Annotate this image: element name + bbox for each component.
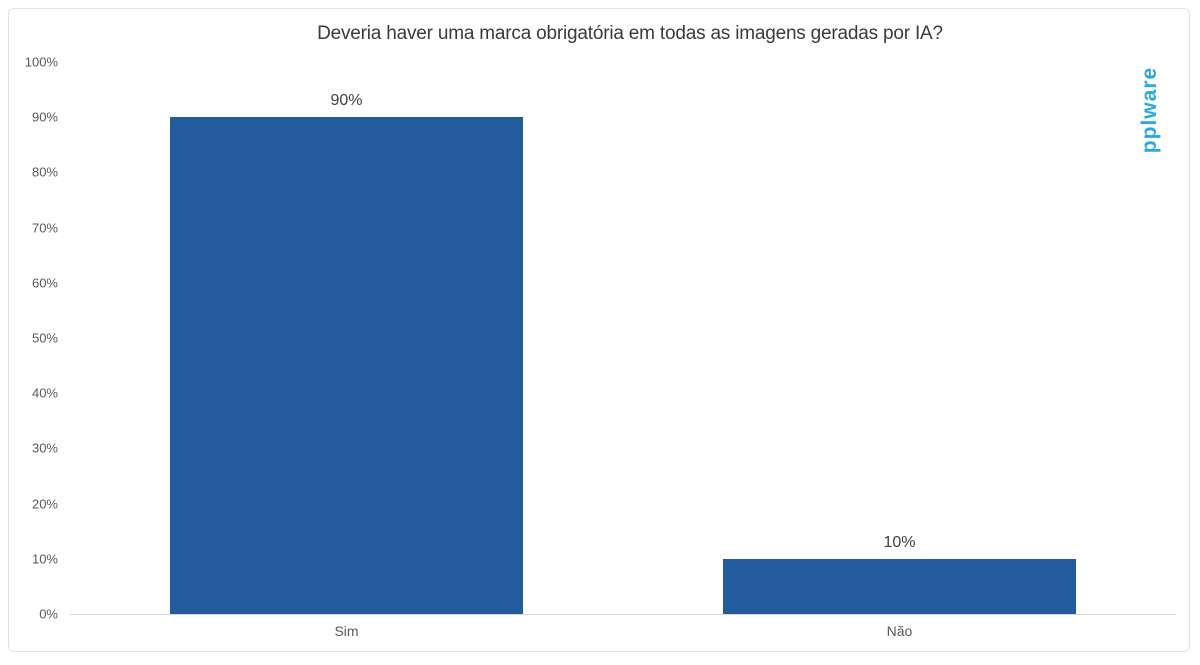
y-tick-label: 20% <box>31 496 58 512</box>
category-slot: 10% Não <box>623 62 1176 638</box>
category-label: Não <box>886 623 913 639</box>
pplware-logo: pplware <box>1138 66 1161 154</box>
y-tick-label: 70% <box>31 220 58 236</box>
y-tick-label: 80% <box>31 164 58 180</box>
chart-title: Deveria haver uma marca obrigatória em t… <box>317 23 943 44</box>
y-tick-label: 50% <box>31 330 58 346</box>
bar-não <box>722 558 1077 614</box>
category-slot: 90% Sim <box>70 62 623 638</box>
category-label: Sim <box>334 623 359 639</box>
y-axis: 0% 10% 20% 30% 40% 50% 60% 70% 80% 90% 100% <box>0 56 58 621</box>
y-tick-label: 0% <box>39 606 58 622</box>
y-tick-label: 10% <box>31 551 58 567</box>
y-tick-label: 90% <box>31 109 58 125</box>
y-tick-label: 30% <box>31 440 58 456</box>
bar-value-label: 10% <box>883 533 916 551</box>
y-tick-label: 40% <box>31 385 58 401</box>
y-tick-label: 100% <box>24 54 58 70</box>
bar-sim <box>169 117 524 614</box>
bar-value-label: 90% <box>330 92 363 110</box>
plot-area: 90% Sim 10% Não <box>70 62 1176 638</box>
y-tick-label: 60% <box>31 275 58 291</box>
